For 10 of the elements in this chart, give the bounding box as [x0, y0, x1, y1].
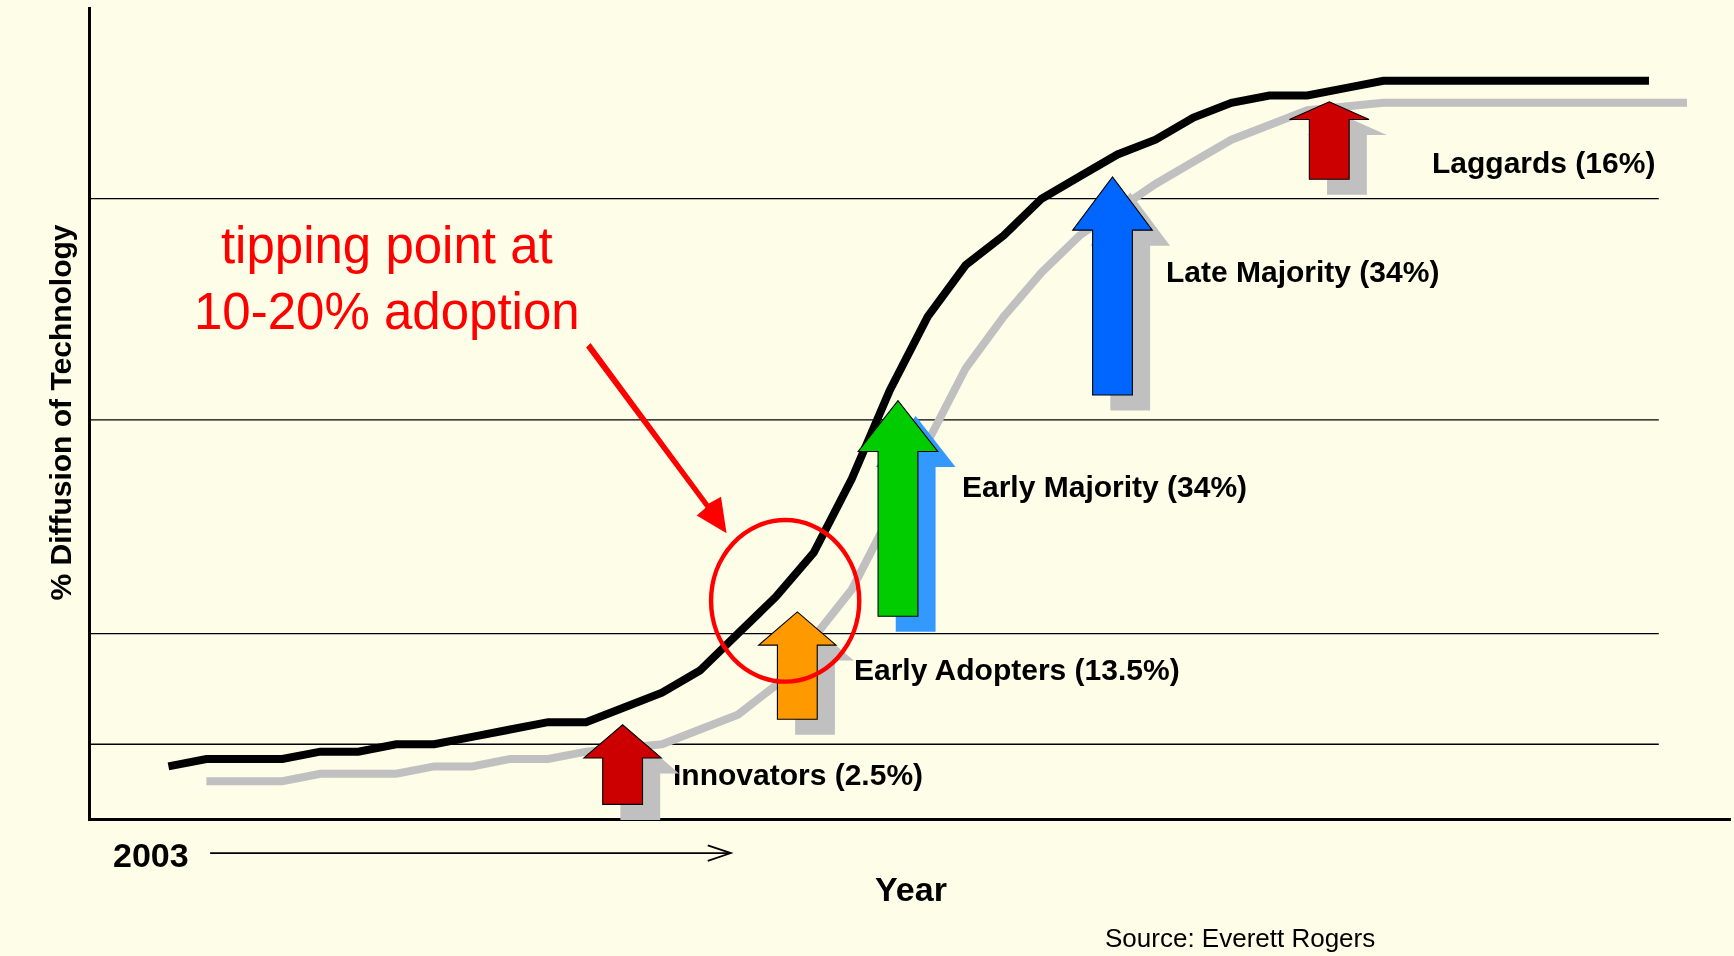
annotation: Early Adopters (13.5%)	[854, 653, 1180, 686]
annotation: tipping point at 10-20% adoption	[194, 217, 580, 341]
y-axis-title: % Diffusion of Technology	[44, 224, 77, 601]
annotation: Late Majority (34%)	[1166, 255, 1440, 288]
annotation: Laggards (16%)	[1432, 146, 1656, 179]
annotation: Innovators (2.5%)	[673, 758, 924, 791]
source-note: Source: Everett Rogers	[1105, 923, 1376, 953]
text: 2003	[113, 836, 189, 874]
annotation: Early Majority (34%)	[962, 470, 1248, 503]
x-axis-title: Year	[875, 869, 947, 908]
